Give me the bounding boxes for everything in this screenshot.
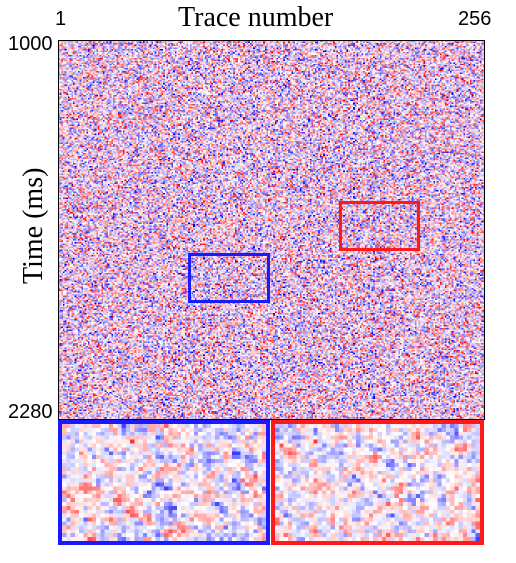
seismic-section (58, 40, 485, 420)
y-tick-top: 1000 (8, 33, 53, 55)
y-tick-bottom: 2280 (8, 401, 53, 423)
blue-region-inset (58, 420, 270, 545)
red-region-zoom-image (275, 424, 480, 541)
x-axis-title: Trace number (178, 2, 334, 33)
seismic-image (58, 40, 485, 420)
red-region-inset (271, 420, 484, 545)
blue-region-box (188, 253, 270, 303)
seismic-section-frame (58, 40, 485, 420)
x-tick-left: 1 (55, 8, 67, 30)
y-axis-title: Time (ms) (18, 167, 49, 284)
x-tick-right: 256 (458, 8, 492, 30)
blue-region-zoom-image (62, 424, 266, 541)
red-region-box (339, 201, 420, 251)
